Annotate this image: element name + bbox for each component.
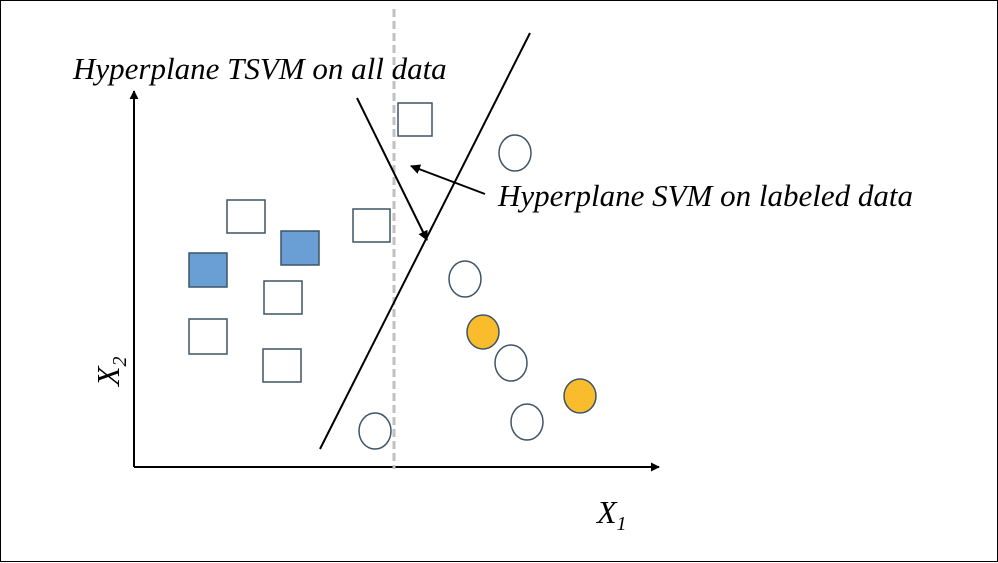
unlabeled-square [262, 348, 302, 383]
labeled-square [188, 252, 228, 288]
labeled-circle [466, 314, 500, 350]
labeled-square [280, 230, 320, 266]
unlabeled-square [226, 199, 266, 234]
unlabeled-circle [358, 412, 392, 450]
svm-pointer-arrow [410, 164, 486, 195]
tsvm-hyperplane-label: Hyperplane TSVM on all data [72, 51, 447, 86]
labeled-circle [563, 378, 597, 414]
unlabeled-square [397, 102, 433, 137]
x2-axis-label: X2 [90, 356, 131, 388]
unlabeled-circle [510, 403, 544, 441]
x2-axis-label-group: X2 [90, 356, 131, 388]
tsvm-pointer-arrow [356, 97, 428, 241]
unlabeled-square [188, 318, 228, 355]
unlabeled-square [263, 280, 303, 315]
x1-axis-label: X1 [595, 494, 627, 535]
unlabeled-circle [494, 344, 528, 382]
svm-hyperplane-label: Hyperplane SVM on labeled data [497, 178, 913, 213]
unlabeled-circle [448, 260, 482, 298]
tsvm-hyperplane-line [319, 32, 531, 450]
unlabeled-square [352, 208, 391, 243]
unlabeled-circle [498, 134, 532, 172]
